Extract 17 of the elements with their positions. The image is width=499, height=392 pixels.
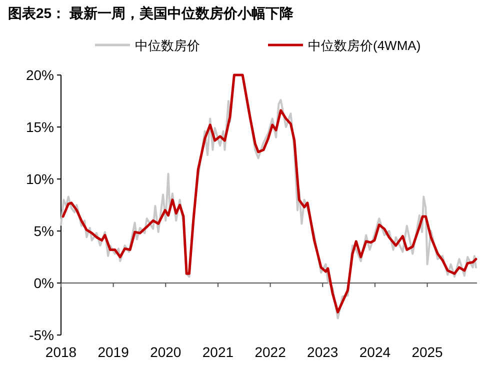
y-tick-label: 10% <box>26 171 54 187</box>
y-tick-label: 0% <box>34 275 54 291</box>
legend-label: 中位数房价(4WMA) <box>308 38 421 53</box>
x-tick-label: 2023 <box>307 344 338 360</box>
legend-label: 中位数房价 <box>135 38 200 53</box>
x-tick-label: 2019 <box>98 344 130 360</box>
x-tick-label: 2025 <box>412 344 444 360</box>
x-tick-label: 2024 <box>359 344 391 360</box>
y-tick-label: -5% <box>29 327 54 343</box>
x-tick-label: 2022 <box>254 344 286 360</box>
y-tick-label: 5% <box>34 223 54 239</box>
chart-title: 图表25： 最新一周，美国中位数房价小幅下降 <box>8 5 294 21</box>
y-tick-label: 20% <box>26 67 54 83</box>
x-tick-label: 2020 <box>150 344 182 360</box>
x-tick-label: 2018 <box>45 344 77 360</box>
y-tick-label: 15% <box>26 119 54 135</box>
x-tick-label: 2021 <box>202 344 234 360</box>
